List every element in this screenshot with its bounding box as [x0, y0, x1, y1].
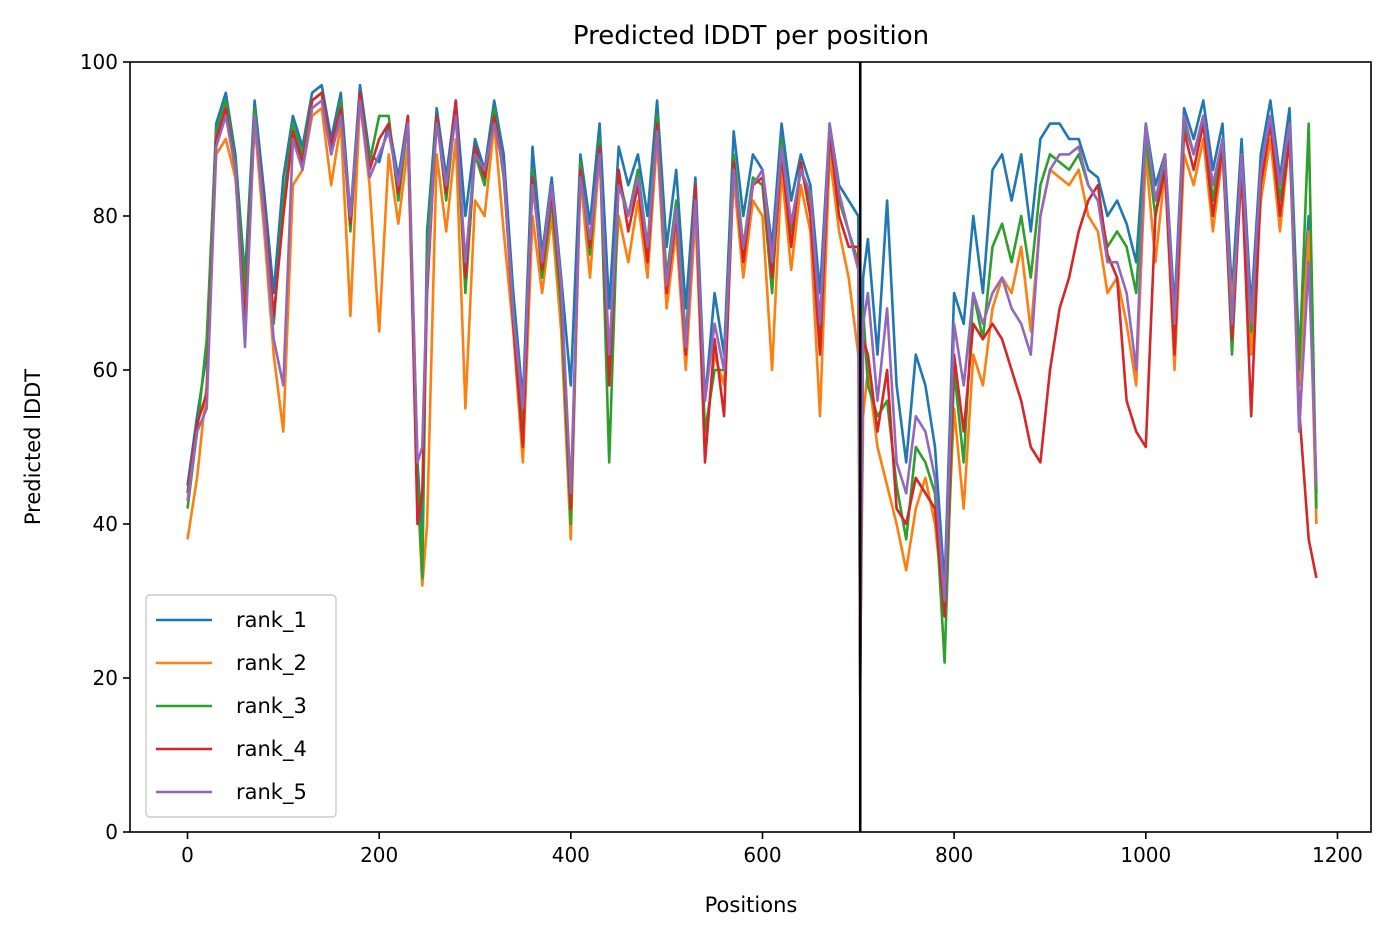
plot-frame [129, 61, 1372, 833]
y-tick-label: 0 [105, 820, 118, 844]
x-tick-label: 600 [743, 843, 781, 867]
x-tick-label: 200 [360, 843, 398, 867]
legend: rank_1 rank_2 rank_3 rank_4 rank_5 [145, 594, 337, 818]
legend-label-rank_1: rank_1 [236, 608, 307, 633]
y-tick-label: 100 [80, 50, 118, 74]
x-tick-label: 400 [552, 843, 590, 867]
legend-label-rank_2: rank_2 [236, 651, 307, 676]
legend-box [145, 594, 337, 818]
x-tick-label: 1200 [1312, 843, 1363, 867]
plot-lines [186, 83, 1318, 695]
y-tick-label: 60 [93, 358, 118, 382]
x-axis-ticks: 0 200 400 600 800 1000 1200 [181, 832, 1363, 867]
legend-label-rank_5: rank_5 [236, 780, 307, 805]
legend-label-rank_4: rank_4 [236, 737, 307, 762]
x-tick-label: 0 [181, 843, 194, 867]
legend-label-rank_3: rank_3 [236, 694, 307, 719]
series-line-rank_5 [186, 99, 1318, 649]
y-axis-ticks: 0 20 40 60 80 100 [80, 50, 130, 844]
series-line-rank_2 [186, 99, 1318, 664]
x-tick-label: 800 [935, 843, 973, 867]
y-tick-label: 40 [93, 512, 118, 536]
x-tick-label: 1000 [1120, 843, 1171, 867]
series-line-rank_4 [186, 91, 1318, 664]
x-axis-label: Positions [705, 893, 798, 917]
y-tick-label: 80 [93, 204, 118, 228]
series-line-rank_1 [186, 83, 1318, 695]
y-tick-label: 20 [93, 666, 118, 690]
y-axis-label: Predicted lDDT [21, 369, 45, 525]
chart-title: Predicted lDDT per position [573, 21, 929, 51]
